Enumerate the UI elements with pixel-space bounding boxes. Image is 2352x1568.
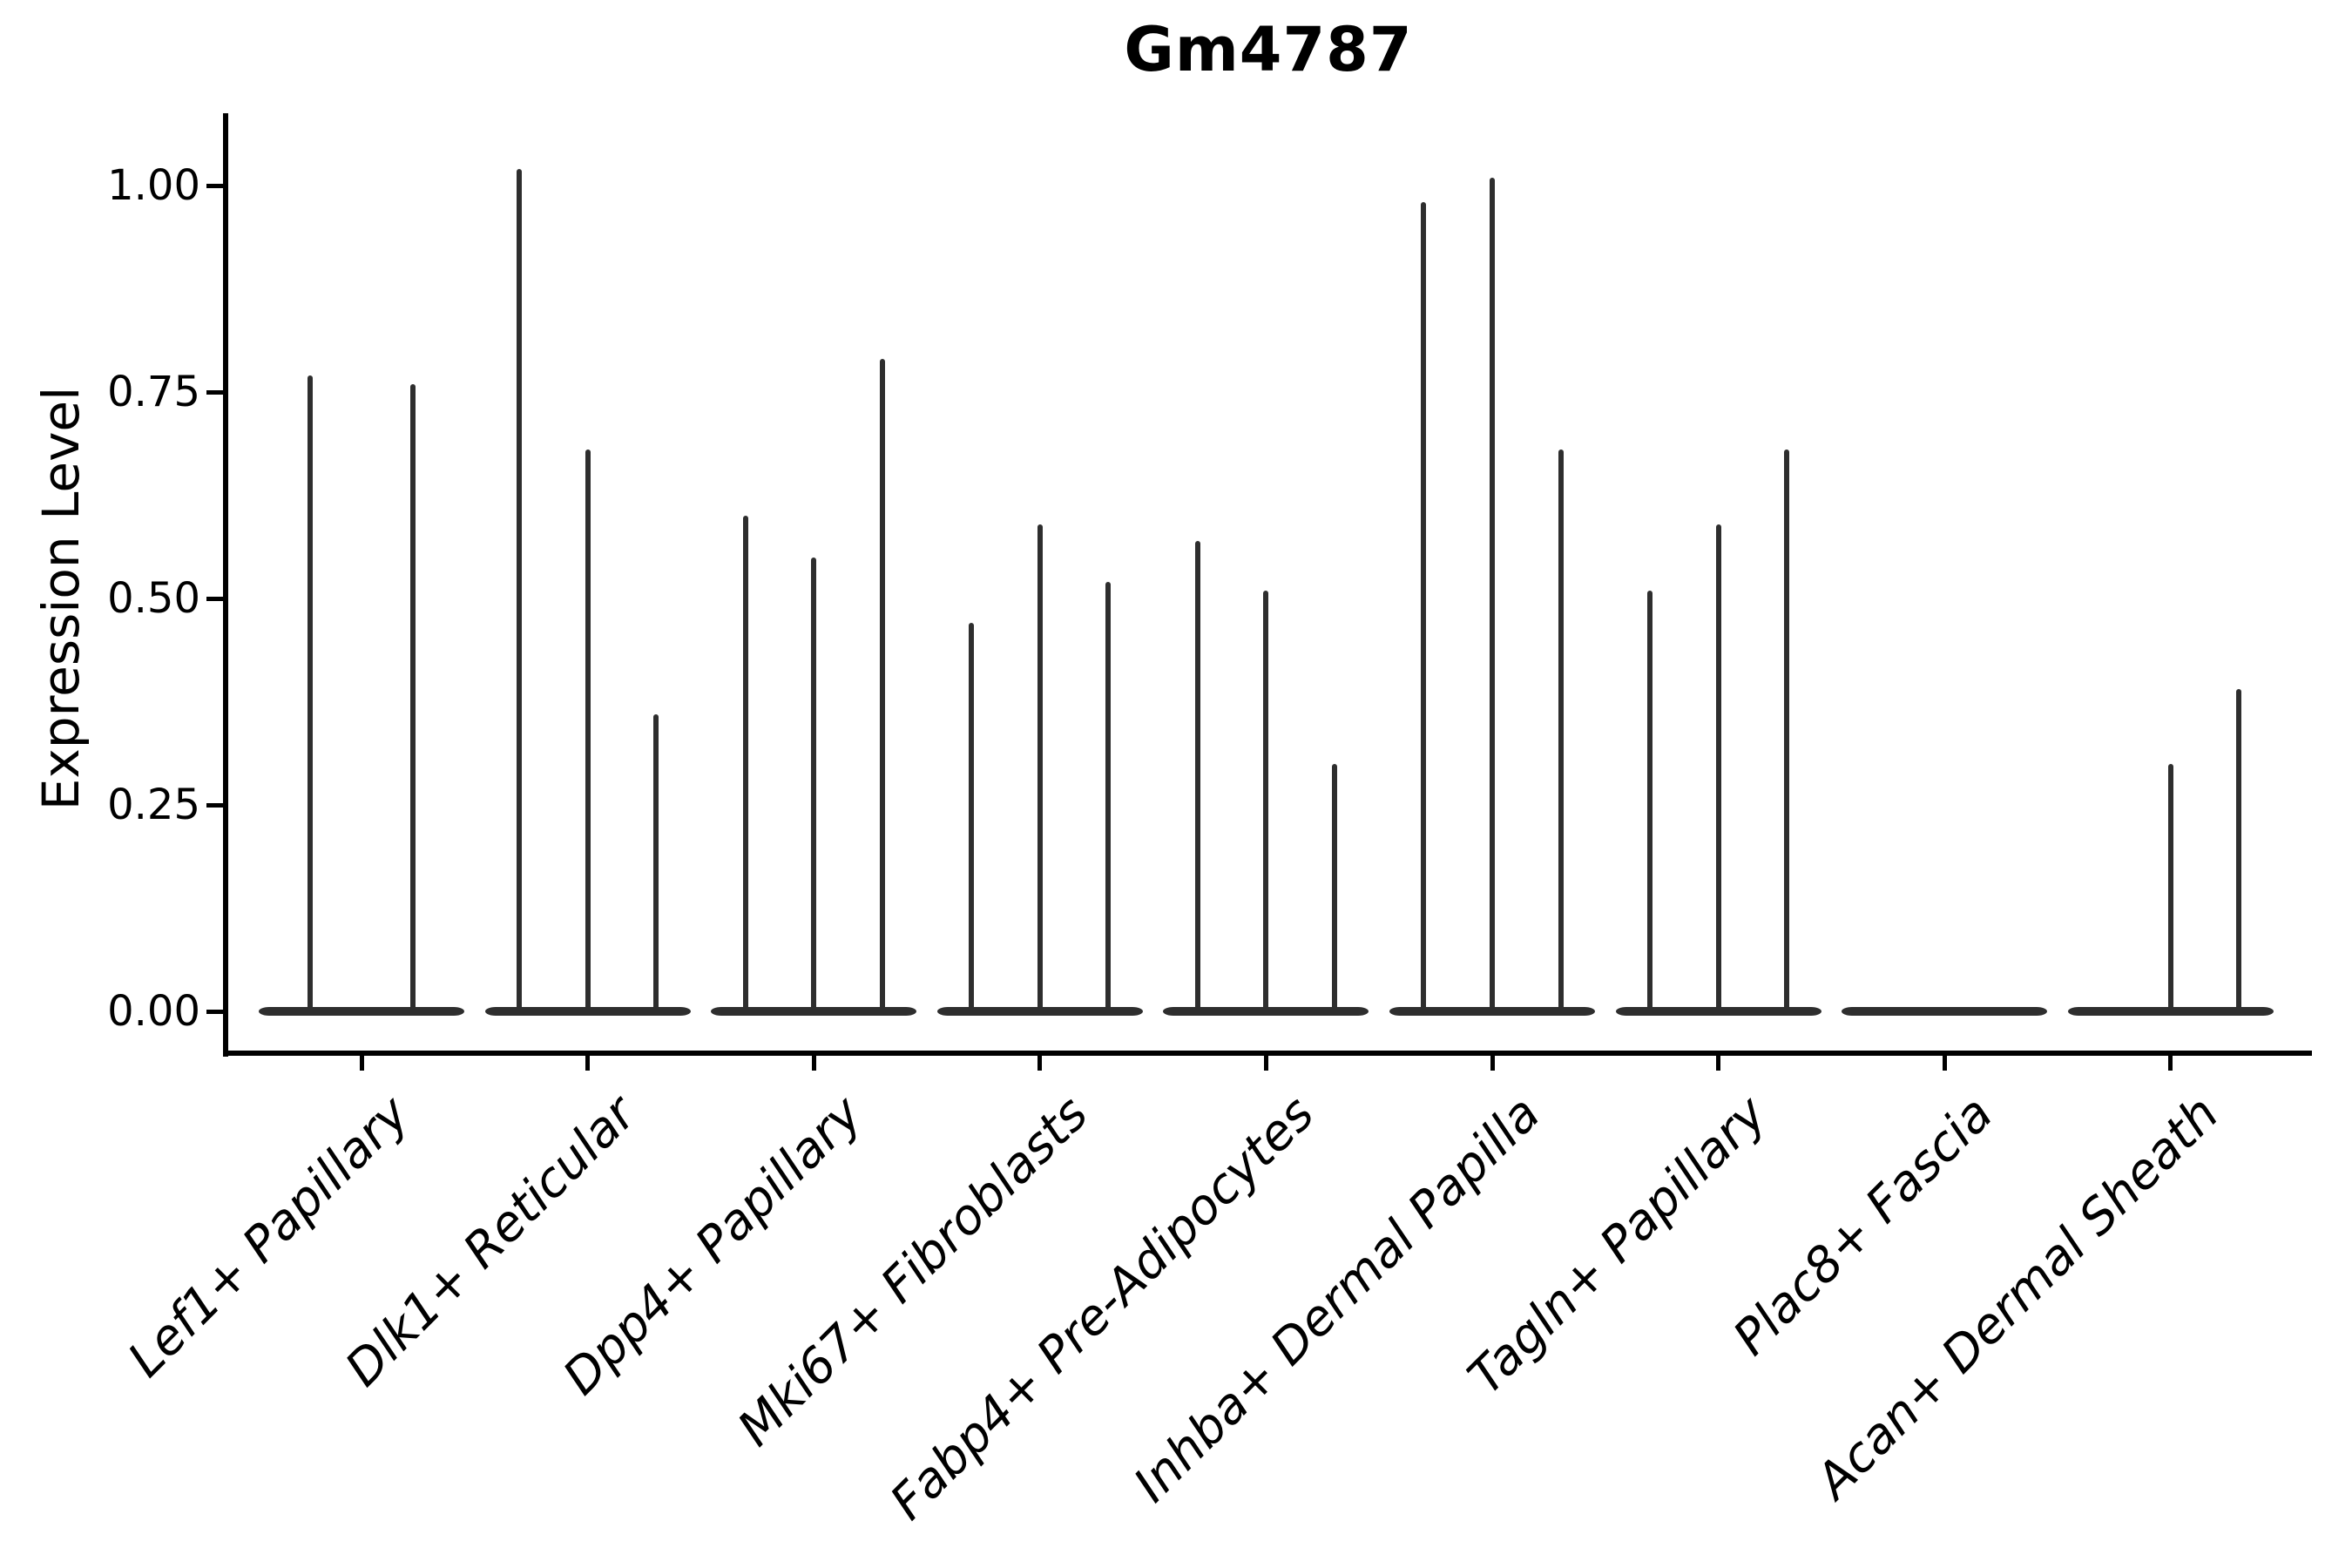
- y-tick: [206, 596, 223, 601]
- violin-spike: [811, 557, 817, 1011]
- y-tick-label: 0.75: [107, 368, 200, 416]
- y-tick: [206, 183, 223, 188]
- violin-spike: [653, 713, 659, 1011]
- x-tick-label: Inhba+ Dermal Papilla: [1123, 1085, 1551, 1514]
- y-tick: [206, 802, 223, 808]
- violin-base: [259, 1007, 464, 1016]
- x-tick: [1716, 1056, 1721, 1071]
- violin-spike: [585, 449, 591, 1011]
- violin-base: [711, 1007, 917, 1016]
- chart-title: Gm4787: [1124, 14, 1413, 85]
- violin-spike: [1490, 177, 1495, 1011]
- violin-base: [1842, 1007, 2048, 1016]
- y-tick-label: 0.25: [107, 781, 200, 829]
- violin-spike: [1194, 540, 1200, 1011]
- y-tick-label: 0.50: [107, 574, 200, 623]
- violin-base: [936, 1007, 1143, 1016]
- violin-spike: [2167, 763, 2173, 1011]
- violin-spike: [969, 623, 975, 1011]
- y-tick-label: 0.00: [107, 987, 200, 1036]
- x-tick-label: Acan+ Dermal Sheath: [1805, 1085, 2230, 1510]
- x-axis-spine: [223, 1051, 2312, 1056]
- violin-spike: [742, 516, 748, 1011]
- violin-spike: [1421, 201, 1427, 1011]
- y-axis-spine: [223, 113, 228, 1057]
- x-tick: [585, 1056, 591, 1071]
- violin-base: [1389, 1007, 1595, 1016]
- violin-spike: [1558, 449, 1564, 1011]
- y-tick: [206, 1009, 223, 1014]
- x-tick-label: Fabp4+ Pre-Adipocytes: [880, 1085, 1326, 1531]
- x-tick: [1490, 1056, 1495, 1071]
- violin-base: [2067, 1007, 2274, 1016]
- violin-spike: [1037, 524, 1043, 1011]
- violin-spike: [1646, 590, 1652, 1011]
- x-tick: [811, 1056, 816, 1071]
- violin-spike: [308, 375, 313, 1011]
- x-tick: [1037, 1056, 1043, 1071]
- x-tick: [1263, 1056, 1268, 1071]
- x-tick: [359, 1056, 364, 1071]
- violin-spike: [1263, 590, 1269, 1011]
- violin-spike: [410, 383, 416, 1011]
- violin-spike: [1715, 524, 1721, 1011]
- violin-spike: [2236, 689, 2242, 1011]
- violin-base: [1615, 1007, 1821, 1016]
- y-tick-label: 1.00: [107, 161, 200, 210]
- x-tick: [2168, 1056, 2173, 1071]
- violin-base: [484, 1007, 691, 1016]
- y-tick: [206, 389, 223, 395]
- violin-spike: [879, 359, 885, 1011]
- violin-spike: [1784, 449, 1790, 1011]
- violin-spike: [516, 169, 522, 1011]
- x-tick: [1942, 1056, 1947, 1071]
- violin-spike: [1105, 582, 1112, 1011]
- violin-base: [1163, 1007, 1369, 1016]
- violin-spike: [1332, 763, 1338, 1011]
